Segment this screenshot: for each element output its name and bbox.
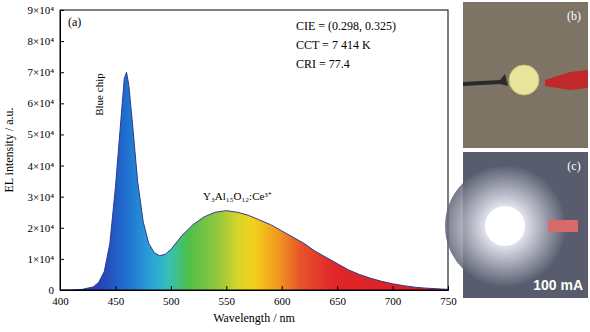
y-tick-label: 0 [49, 284, 55, 296]
x-tick-label: 500 [163, 295, 180, 307]
y-tick-mark [60, 72, 64, 73]
x-tick: 700 [385, 286, 402, 307]
info-text: CRI = 77.4 [296, 57, 350, 71]
x-tick-mark [337, 286, 338, 290]
x-tick-mark [171, 286, 172, 290]
y-axis: 0 1×10⁴ 2×10⁴ 3×10⁴ 4×10⁴ 5×10⁴ 6×10⁴ 7×10⁴ 8×10… [27, 4, 64, 296]
y-tick-label: 1×10⁴ [27, 253, 54, 265]
y-tick-mark [60, 103, 64, 104]
axis-line [61, 286, 449, 291]
y-tick: 6×10⁴ [27, 97, 64, 109]
x-tick: 650 [329, 286, 346, 307]
peak-label: Blue chip [93, 73, 105, 116]
photo-background [463, 2, 588, 148]
y-tick-label: 3×10⁴ [27, 191, 54, 203]
x-tick-label: 700 [385, 295, 402, 307]
x-tick-mark [393, 286, 394, 290]
x-tick-label: 450 [108, 295, 125, 307]
photo-c: (c) 100 mA [445, 152, 588, 298]
y-tick-label: 7×10⁴ [27, 66, 54, 78]
y-tick-mark [60, 228, 64, 229]
y-tick-mark [60, 10, 64, 11]
led-light [485, 206, 525, 246]
x-tick-label: 650 [329, 295, 346, 307]
y-tick-label: 8×10⁴ [27, 35, 54, 47]
x-tick-mark [282, 286, 283, 290]
x-tick: 500 [163, 286, 180, 307]
x-tick-label: 550 [219, 295, 236, 307]
x-tick: 750 [440, 286, 457, 307]
y-tick-mark [60, 259, 64, 260]
y-tick: 2×10⁴ [27, 222, 64, 234]
photo-b: (b) [463, 2, 588, 148]
x-tick-label: 600 [274, 295, 291, 307]
peak-label: Y₃Al₁₅O₁₂:Ce³⁺ [203, 190, 272, 202]
y-tick: 8×10⁴ [27, 35, 64, 47]
y-tick: 5×10⁴ [27, 128, 64, 140]
plot-area [60, 72, 448, 290]
clip-right [548, 220, 578, 232]
x-tick: 450 [108, 286, 125, 307]
x-tick-mark [226, 286, 227, 290]
y-tick: 9×10⁴ [27, 4, 64, 16]
panel-label: (c) [567, 159, 580, 173]
x-tick-label: 400 [52, 295, 69, 307]
y-tick-mark [60, 166, 64, 167]
spectrum-area [60, 72, 448, 290]
plot-frame [60, 10, 448, 290]
y-tick-mark [60, 41, 64, 42]
axis-line [61, 11, 65, 291]
y-tick: 0 [49, 284, 65, 296]
x-axis: 400 450 500 550 600 650 700 750 [52, 286, 457, 307]
info-text: CCT = 7 414 K [296, 38, 371, 52]
y-tick: 1×10⁴ [27, 253, 64, 265]
led-bulb [509, 65, 539, 95]
x-tick: 600 [274, 286, 291, 307]
x-axis-title: Wavelength / nm [213, 311, 295, 325]
y-tick: 4×10⁴ [27, 160, 64, 172]
info-text: CIE = (0.298, 0.325) [296, 19, 396, 33]
y-tick-label: 6×10⁴ [27, 97, 54, 109]
y-tick-mark [60, 197, 64, 198]
y-tick: 3×10⁴ [27, 191, 64, 203]
y-tick-label: 9×10⁴ [27, 4, 54, 16]
y-tick: 7×10⁴ [27, 66, 64, 78]
x-tick-mark [115, 286, 116, 290]
x-tick-mark [448, 286, 449, 290]
clip-left [463, 74, 508, 86]
photo-caption: 100 mA [533, 277, 583, 293]
y-tick-mark [60, 134, 64, 135]
panel-label: (b) [567, 9, 581, 23]
clip-right [545, 70, 588, 90]
x-tick-label: 750 [440, 295, 457, 307]
figure: 400 450 500 550 600 650 700 750 0 1×10⁴ 2×10⁴ 3×10⁴… [0, 0, 590, 332]
y-tick-mark [60, 290, 64, 291]
y-axis-title: EL intensity / a.u. [2, 107, 16, 192]
y-tick-label: 2×10⁴ [27, 222, 54, 234]
x-tick: 550 [219, 286, 236, 307]
light-glow [445, 166, 565, 286]
y-tick-label: 4×10⁴ [27, 160, 54, 172]
spectrum-line [60, 72, 448, 290]
y-tick-label: 5×10⁴ [27, 128, 54, 140]
panel-label: (a) [68, 15, 81, 29]
